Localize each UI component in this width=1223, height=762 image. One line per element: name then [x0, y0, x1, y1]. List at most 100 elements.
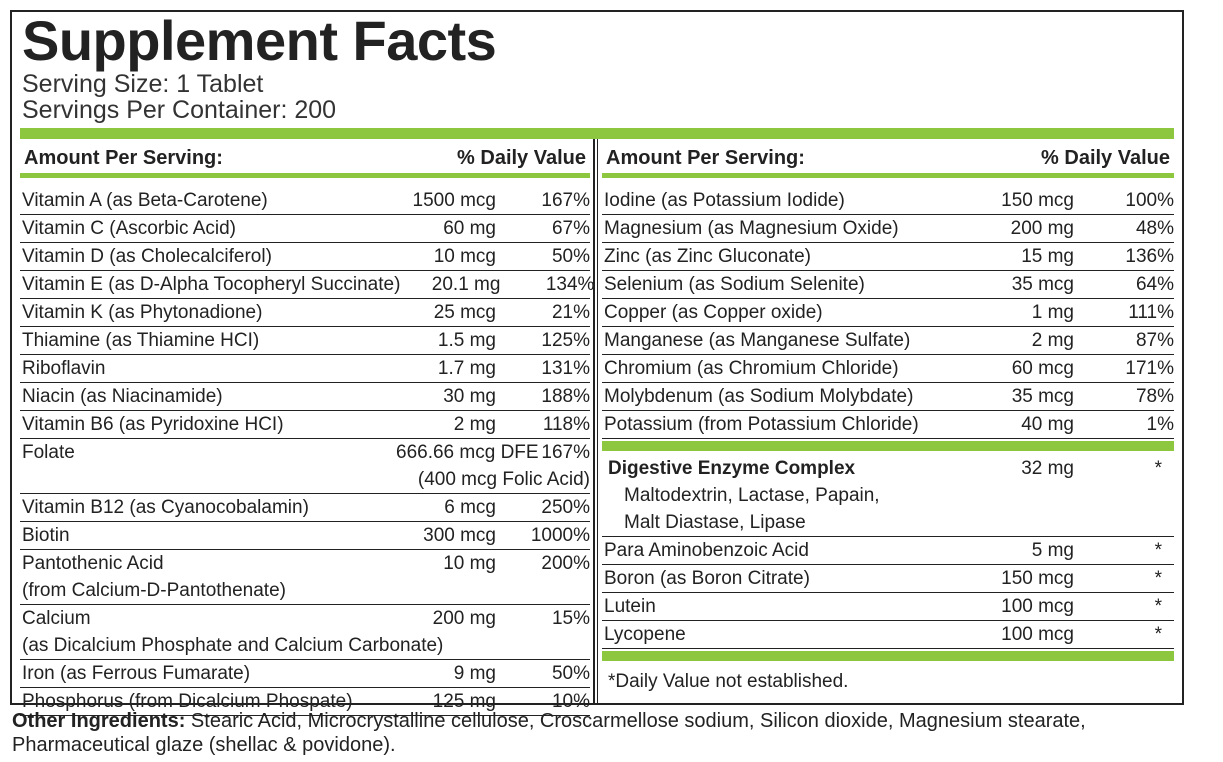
header-amount: Amount Per Serving:	[606, 146, 805, 169]
nutrient-amount: 2 mg	[1031, 330, 1074, 351]
daily-value: 136%	[1125, 246, 1174, 267]
nutrient-row: Pantothenic Acid 10 mg 200% (from Calcium-D…	[20, 550, 590, 605]
nutrient-row: Lycopene 100 mcg *	[602, 621, 1174, 649]
nutrient-amount: 15 mg	[1021, 246, 1074, 267]
daily-value: 118%	[542, 414, 590, 435]
nutrient-row: Niacin (as Niacinamide) 30 mg 188%	[20, 383, 590, 411]
nutrient-name: Folate	[22, 442, 75, 463]
daily-value: 134%	[545, 274, 595, 295]
daily-value: 200%	[541, 553, 590, 574]
nutrient-name: Vitamin K (as Phytonadione)	[22, 302, 263, 323]
daily-value: 111%	[1128, 302, 1174, 323]
nutrient-name: Vitamin D (as Cholecalciferol)	[22, 246, 272, 267]
nutrient-amount: 100 mcg	[1001, 596, 1074, 617]
nutrient-row: Selenium (as Sodium Selenite) 35 mcg 64%	[602, 271, 1174, 299]
nutrient-amount: 300 mcg	[423, 525, 496, 546]
daily-value: 125%	[541, 330, 590, 351]
nutrient-name: Para Aminobenzoic Acid	[604, 540, 809, 561]
nutrient-amount: 666.66 mcg DFE	[396, 442, 539, 463]
nutrient-name: Vitamin E (as D-Alpha Tocopheryl Succina…	[22, 274, 401, 295]
nutrient-row: Folate 666.66 mcg DFE 167% (400 mcg Folic A…	[20, 439, 590, 494]
servings-per-container: Servings Per Container: 200	[22, 96, 337, 124]
nutrient-amount: 10 mcg	[433, 246, 496, 267]
nutrient-name: Potassium (from Potassium Chloride)	[604, 414, 919, 435]
nutrient-amount: 125 mg	[432, 691, 496, 712]
nutrient-row: Copper (as Copper oxide) 1 mg 111%	[602, 299, 1174, 327]
daily-value: 50%	[551, 663, 590, 684]
nutrient-name: Lycopene	[604, 624, 686, 645]
daily-value: 67%	[551, 218, 590, 239]
enzyme-detail: Malt Diastase, Lipase	[624, 512, 806, 533]
nutrient-row: Riboflavin 1.7 mg 131%	[20, 355, 590, 383]
daily-value: 100%	[1125, 190, 1174, 211]
nutrient-amount: 20.1 mg	[431, 274, 501, 295]
nutrient-row: Vitamin B12 (as Cyanocobalamin) 6 mcg 250%	[20, 494, 590, 522]
daily-value: *	[1154, 596, 1162, 617]
nutrient-name: Copper (as Copper oxide)	[604, 302, 823, 323]
nutrient-amount: 150 mcg	[1001, 568, 1074, 589]
nutrient-amount: 35 mcg	[1011, 274, 1074, 295]
nutrient-amount: 25 mcg	[433, 302, 496, 323]
daily-value: 167%	[541, 190, 590, 211]
green-bar	[20, 128, 1174, 139]
nutrient-row: Biotin 300 mcg 1000%	[20, 522, 590, 550]
nutrient-name: Magnesium (as Magnesium Oxide)	[604, 218, 899, 239]
footnote: *Daily Value not established.	[608, 671, 849, 692]
nutrient-row: Vitamin C (Ascorbic Acid) 60 mg 67%	[20, 215, 590, 243]
daily-value: 21%	[551, 302, 590, 323]
nutrient-amount: 1.5 mg	[437, 330, 496, 351]
nutrient-row: Chromium (as Chromium Chloride) 60 mcg 171…	[602, 355, 1174, 383]
nutrient-amount: 1500 mcg	[412, 190, 496, 211]
nutrient-amount: 9 mg	[453, 663, 496, 684]
enzyme-dv: *	[1154, 458, 1162, 479]
daily-value: 188%	[541, 386, 590, 407]
daily-value: 78%	[1135, 386, 1174, 407]
nutrient-row: Molybdenum (as Sodium Molybdate) 35 mcg 78…	[602, 383, 1174, 411]
green-bar	[602, 441, 1174, 451]
nutrient-name: Iodine (as Potassium Iodide)	[604, 190, 845, 211]
nutrient-name: Lutein	[604, 596, 656, 617]
nutrient-row: Iodine (as Potassium Iodide) 150 mcg 100%	[602, 187, 1174, 215]
nutrient-row: Vitamin D (as Cholecalciferol) 10 mcg 50%	[20, 243, 590, 271]
nutrient-name: Manganese (as Manganese Sulfate)	[604, 330, 911, 351]
enzyme-name: Digestive Enzyme Complex	[608, 458, 856, 479]
nutrient-row: Potassium (from Potassium Chloride) 40 mg…	[602, 411, 1174, 439]
enzyme-block: Digestive Enzyme Complex 32 mg * Maltodextr…	[602, 451, 1174, 537]
daily-value: 131%	[541, 358, 590, 379]
daily-value: 50%	[551, 246, 590, 267]
daily-value: 250%	[541, 497, 590, 518]
header-dv: % Daily Value	[457, 146, 586, 169]
nutrient-name: Biotin	[22, 525, 70, 546]
nutrient-row: Thiamine (as Thiamine HCI) 1.5 mg 125%	[20, 327, 590, 355]
nutrient-amount: 200 mg	[1010, 218, 1074, 239]
name-note: (as Dicalcium Phosphate and Calcium Carb…	[22, 635, 444, 656]
nutrient-row: Calcium 200 mg 15% (as Dicalcium Phosphate …	[20, 605, 590, 660]
header-dv: % Daily Value	[1041, 146, 1170, 169]
nutrient-name: Vitamin B12 (as Cyanocobalamin)	[22, 497, 309, 518]
nutrient-row: Vitamin A (as Beta-Carotene) 1500 mcg 167%	[20, 187, 590, 215]
header-amount: Amount Per Serving:	[24, 146, 223, 169]
title: Supplement Facts	[22, 9, 497, 72]
daily-value: *	[1154, 540, 1162, 561]
nutrient-name: Boron (as Boron Citrate)	[604, 568, 810, 589]
nutrient-row: Vitamin B6 (as Pyridoxine HCI) 2 mg 118%	[20, 411, 590, 439]
nutrient-amount: 40 mg	[1021, 414, 1074, 435]
nutrient-amount: 2 mg	[453, 414, 496, 435]
nutrient-name: Niacin (as Niacinamide)	[22, 386, 223, 407]
nutrient-amount: 1 mg	[1031, 302, 1074, 323]
enzyme-amount: 32 mg	[1021, 458, 1074, 479]
nutrient-row: Vitamin E (as D-Alpha Tocopheryl Succina…	[20, 271, 594, 299]
daily-value: 87%	[1135, 330, 1174, 351]
green-bar	[602, 651, 1174, 661]
nutrient-amount: 150 mcg	[1001, 190, 1074, 211]
divider	[597, 139, 598, 703]
daily-value: 1%	[1146, 414, 1174, 435]
nutrient-name: Vitamin C (Ascorbic Acid)	[22, 218, 236, 239]
nutrient-row: Lutein 100 mcg *	[602, 593, 1174, 621]
amount-note: (400 mcg Folic Acid)	[417, 469, 590, 490]
header-row: Amount Per Serving: % Daily Value	[602, 143, 1174, 173]
daily-value: 64%	[1135, 274, 1174, 295]
nutrient-row: Zinc (as Zinc Gluconate) 15 mg 136%	[602, 243, 1174, 271]
green-line	[602, 173, 1174, 178]
